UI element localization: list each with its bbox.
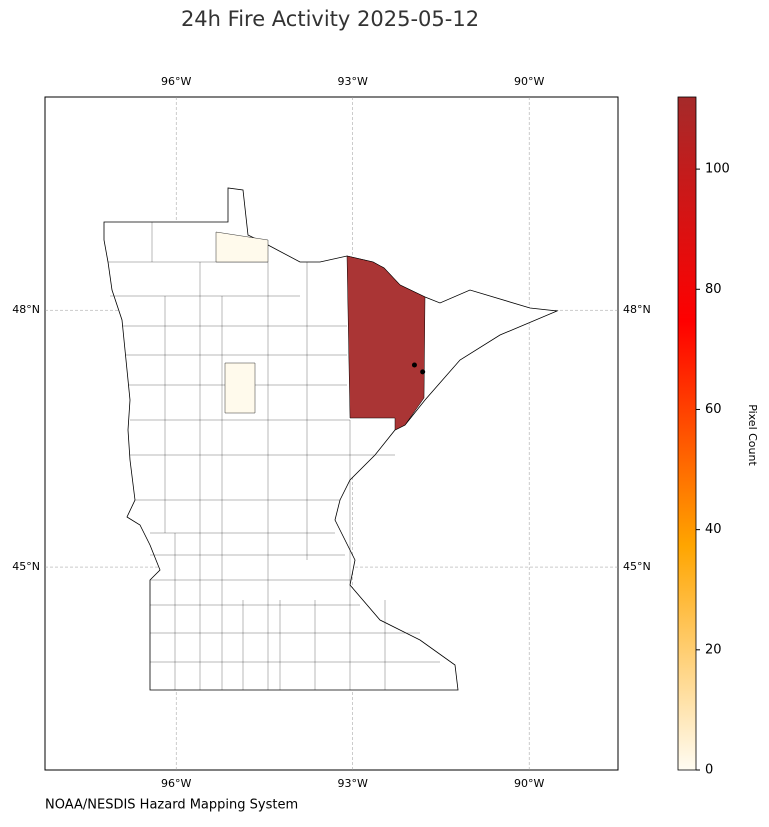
- lat-label: 48°N: [12, 303, 40, 316]
- lat-label: 45°N: [12, 560, 40, 573]
- lon-label: 93°W: [337, 777, 367, 790]
- lon-label: 96°W: [161, 75, 191, 88]
- county-region: [346, 255, 426, 431]
- credit: NOAA/NESDIS Hazard Mapping System: [45, 798, 298, 813]
- colorbar-tick-label: 100: [705, 162, 730, 177]
- lon-label: 90°W: [514, 75, 544, 88]
- colorbar-tick-label: 80: [705, 282, 722, 297]
- fire-point: [411, 362, 417, 368]
- lon-label: 96°W: [161, 777, 191, 790]
- colorbar: [677, 96, 697, 771]
- county-region: [215, 231, 269, 263]
- colorbar-tick-label: 20: [705, 642, 722, 657]
- lat-label: 48°N: [623, 303, 651, 316]
- lon-label: 90°W: [514, 777, 544, 790]
- colorbar-tick-label: 60: [705, 402, 722, 417]
- county-region: [224, 362, 256, 414]
- lon-label: 93°W: [337, 75, 367, 88]
- title: 24h Fire Activity 2025-05-12: [181, 7, 479, 31]
- colorbar-tick-label: 40: [705, 522, 722, 537]
- state-outline: [103, 187, 559, 691]
- lat-label: 45°N: [623, 560, 651, 573]
- fire-point: [420, 369, 426, 375]
- colorbar-tick-label: 0: [705, 763, 713, 778]
- colorbar-label: Pixel Count: [746, 404, 759, 466]
